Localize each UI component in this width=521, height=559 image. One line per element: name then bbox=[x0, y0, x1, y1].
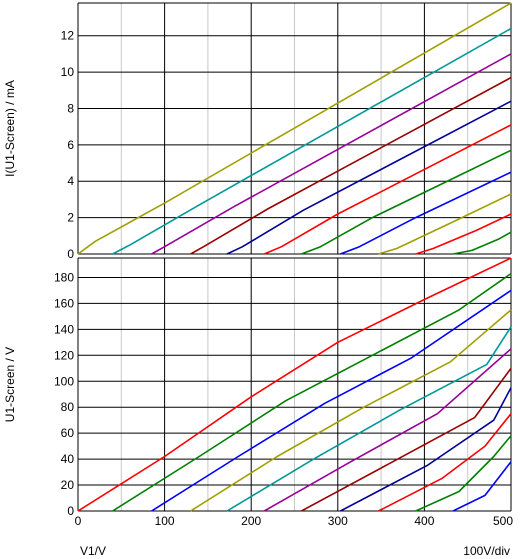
series-line-3 bbox=[151, 289, 512, 512]
y-tick-label: 60 bbox=[61, 426, 75, 440]
series-line-7 bbox=[301, 149, 512, 255]
series-line-9 bbox=[378, 413, 512, 512]
x-tick-label: 400 bbox=[414, 514, 434, 528]
series-line-2 bbox=[112, 27, 512, 255]
series-line-10 bbox=[415, 435, 512, 512]
series-line-2 bbox=[112, 272, 512, 512]
y-axis-label: I(U1-Screen) / mA bbox=[3, 80, 17, 177]
y-tick-label: 160 bbox=[54, 296, 74, 310]
y-axis-label: U1-Screen / V bbox=[3, 347, 17, 422]
x-tick-label: 100 bbox=[155, 514, 175, 528]
y-tick-label: 80 bbox=[61, 400, 75, 414]
y-tick-label: 8 bbox=[67, 101, 74, 115]
y-tick-label: 4 bbox=[67, 174, 74, 188]
panel-current: 0 2 4 6 8 10 12 I(U1-Screen) / mA bbox=[3, 2, 512, 261]
x-axis-label: V1/V bbox=[80, 544, 106, 558]
series-line-5 bbox=[226, 326, 512, 512]
series-line-5 bbox=[226, 100, 512, 255]
y-tick-label: 12 bbox=[61, 29, 75, 43]
series-line-11 bbox=[452, 461, 512, 512]
y-tick-label: 2 bbox=[67, 211, 74, 225]
series-line-1 bbox=[77, 257, 512, 512]
panel-voltage: 0 20 40 60 80 100 120 140 160 180 U1-Screen / V 0 10… bbox=[3, 257, 513, 558]
x-tick-label: 0 bbox=[75, 514, 82, 528]
y-tick-label: 100 bbox=[54, 374, 74, 388]
x-tick-label: 500 bbox=[493, 514, 513, 528]
y-tick-label: 120 bbox=[54, 348, 74, 362]
series-line-6 bbox=[263, 348, 512, 512]
y-tick-label: 6 bbox=[67, 138, 74, 152]
series-line-1 bbox=[77, 2, 512, 255]
y-tick-label: 180 bbox=[54, 270, 74, 284]
y-tick-label: 40 bbox=[61, 452, 75, 466]
series-line-6 bbox=[263, 124, 512, 255]
series-line-9 bbox=[378, 193, 512, 255]
series-line-8 bbox=[340, 387, 512, 512]
y-tick-label: 0 bbox=[67, 247, 74, 261]
x-tick-label: 200 bbox=[241, 514, 261, 528]
series-line-8 bbox=[340, 171, 512, 255]
y-tick-label: 10 bbox=[61, 65, 75, 79]
x-division-label: 100V/div bbox=[463, 544, 510, 558]
y-tick-label: 20 bbox=[61, 478, 75, 492]
series-line-11 bbox=[452, 231, 512, 255]
series-line-7 bbox=[301, 367, 512, 512]
x-tick-label: 300 bbox=[328, 514, 348, 528]
series-line-4 bbox=[190, 309, 512, 512]
series-line-3 bbox=[151, 53, 512, 255]
y-tick-label: 0 bbox=[67, 504, 74, 518]
y-tick-label: 140 bbox=[54, 322, 74, 336]
series-line-10 bbox=[415, 213, 512, 255]
series-line-4 bbox=[190, 76, 512, 255]
